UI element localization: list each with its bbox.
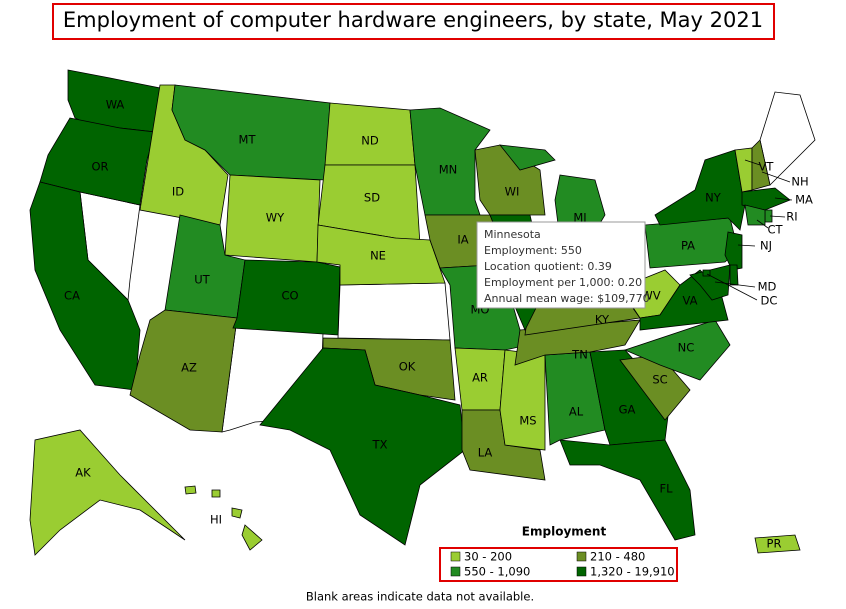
legend-label: 210 - 480 — [590, 550, 645, 564]
state — [654, 149, 746, 231]
state-label: WY — [266, 211, 285, 225]
state — [184, 485, 197, 495]
state — [39, 117, 156, 206]
legend-label: 550 - 1,090 — [464, 565, 530, 579]
state — [241, 524, 263, 551]
state — [741, 187, 791, 211]
leader-line — [769, 215, 786, 218]
state-label: MI — [573, 211, 586, 225]
leader-line — [737, 244, 756, 247]
state-label: AK — [75, 466, 91, 480]
state-label: AL — [569, 405, 584, 419]
state-label: OR — [91, 160, 108, 174]
leader-line — [774, 197, 793, 201]
tooltip-line: Location quotient: 0.39 — [484, 260, 612, 273]
state-label: SC — [652, 373, 667, 387]
state — [499, 144, 556, 171]
tooltip-line: Annual mean wage: $109,770 — [484, 292, 650, 305]
state-label: NC — [678, 341, 695, 355]
state-label: PR — [767, 537, 782, 551]
legend-title: Employment — [522, 525, 607, 539]
leader-line — [744, 159, 761, 166]
state-label: VA — [683, 294, 698, 308]
state-label: ID — [172, 185, 184, 199]
state — [409, 107, 491, 216]
state — [259, 347, 466, 546]
state-label: MT — [239, 133, 257, 147]
legend-box — [439, 547, 678, 582]
legend: 30 - 200 210 - 480 550 - 1,090 1,320 - 19,9… — [450, 550, 675, 579]
state-label: CO — [281, 289, 298, 303]
legend-swatch — [576, 566, 587, 577]
state-label: WA — [106, 98, 125, 112]
state — [623, 319, 731, 381]
state-label: RI — [786, 210, 797, 224]
tooltip-line: Employment per 1,000: 0.20 — [484, 276, 642, 289]
state-label: ND — [361, 134, 379, 148]
state — [231, 507, 243, 519]
state-label: KY — [595, 313, 610, 327]
leader-line — [706, 273, 758, 301]
state-label: NY — [705, 191, 722, 205]
state-label: IA — [457, 233, 468, 247]
legend-swatch — [576, 551, 587, 562]
leader-line — [756, 219, 769, 229]
legend-label: 1,320 - 19,910 — [590, 565, 675, 579]
tooltip-box — [476, 221, 646, 309]
state-label: TN — [571, 348, 588, 362]
state-label: MA — [795, 193, 813, 207]
state — [559, 439, 696, 541]
state — [499, 349, 546, 451]
state-label: DC — [761, 294, 778, 308]
legend-swatch — [450, 551, 461, 562]
state-label: NE — [370, 249, 386, 263]
state-label: AZ — [181, 361, 197, 375]
state-label: OK — [399, 360, 416, 374]
state-label: FL — [659, 482, 673, 496]
tooltip: Minnesota Employment: 550 Location quotien… — [476, 221, 650, 309]
state — [211, 489, 221, 498]
state — [29, 429, 186, 556]
state — [754, 534, 801, 554]
state-label: TX — [372, 438, 388, 452]
state-label: PA — [681, 239, 695, 253]
state-label: CT — [767, 223, 783, 237]
state-label: HI — [210, 513, 222, 527]
legend-swatch — [450, 566, 461, 577]
state — [724, 231, 743, 271]
state-label: SD — [364, 191, 380, 205]
state-label: LA — [478, 446, 493, 460]
state-labels: WAORCAIDMTWYUTAZCONDSDNEOKTXMNIAMOARLAMS… — [64, 98, 813, 551]
footnote: Blank areas indicate data not available. — [306, 590, 534, 604]
title: Employment of computer hardware engineer… — [63, 8, 763, 32]
state — [316, 224, 446, 286]
state-label: MD — [758, 280, 777, 294]
state-label: MS — [519, 414, 536, 428]
state-label: WV — [641, 289, 660, 303]
state — [689, 264, 731, 301]
state-label: GA — [619, 403, 636, 417]
leader-line — [714, 281, 756, 288]
tooltip-line: Minnesota — [484, 228, 541, 241]
state — [751, 139, 771, 191]
state-label: NH — [791, 175, 808, 189]
state-label: UT — [194, 273, 210, 287]
title-box — [52, 3, 775, 40]
state-label: AR — [472, 371, 488, 385]
legend-label: 30 - 200 — [464, 550, 512, 564]
state-label: CA — [64, 289, 80, 303]
state — [129, 309, 238, 433]
state-label: VT — [759, 160, 775, 174]
state-label: WI — [505, 185, 520, 199]
state — [744, 204, 766, 226]
state — [729, 264, 739, 286]
tooltip-line: Employment: 550 — [484, 244, 582, 257]
state-label: NJ — [760, 239, 772, 253]
leader-line — [761, 171, 791, 183]
state-no-data — [337, 282, 451, 341]
state-label: MN — [439, 163, 458, 177]
